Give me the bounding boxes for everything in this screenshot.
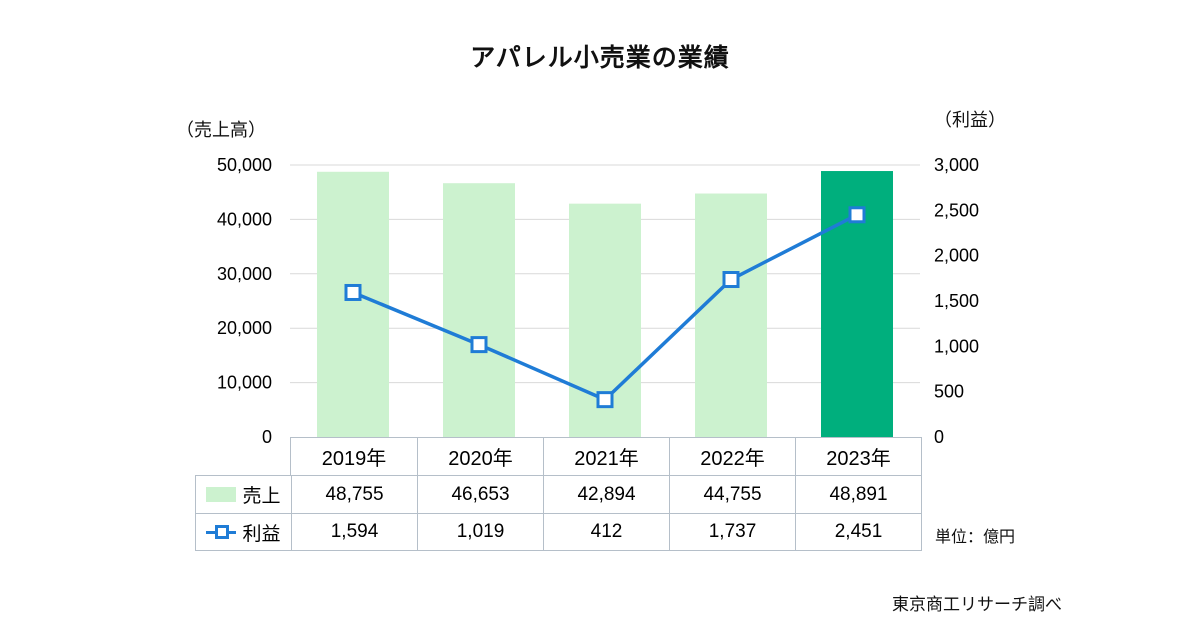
sales-value-2020: 46,653 — [417, 476, 543, 513]
category-header: 2023年 — [795, 438, 921, 475]
profit-value-2023: 2,451 — [795, 513, 921, 550]
category-header: 2019年 — [321, 448, 387, 470]
sales-legend-swatch-icon — [206, 487, 237, 502]
svg-text:50,000: 50,000 — [217, 155, 272, 175]
svg-text:40,000: 40,000 — [217, 209, 272, 229]
data-table-body: 売上 48,755 46,653 42,894 44,755 48,891 利益… — [195, 475, 922, 551]
profit-value-2021: 412 — [543, 513, 669, 550]
svg-text:1,500: 1,500 — [934, 291, 979, 311]
profit-value-2019: 1,594 — [291, 513, 417, 550]
svg-text:2,000: 2,000 — [934, 246, 979, 266]
profit-value-2020: 1,019 — [417, 513, 543, 550]
category-header: 2020年 — [417, 438, 543, 475]
sales-legend-cell: 売上 — [196, 476, 291, 513]
category-header: 2022年 — [669, 438, 795, 475]
unit-note: 単位：億円 — [935, 529, 1016, 546]
profit-legend-label: 利益 — [242, 523, 281, 545]
profit-legend-marker-icon — [206, 524, 237, 539]
svg-text:10,000: 10,000 — [217, 373, 272, 393]
sales-value-2022: 44,755 — [669, 476, 795, 513]
profit-value-2022: 1,737 — [669, 513, 795, 550]
right-axis-unit-label: （利益） — [934, 110, 1006, 130]
svg-text:0: 0 — [934, 427, 944, 447]
source-note: 東京商工リサーチ調べ — [892, 595, 1062, 614]
sales-value-2019: 48,755 — [291, 476, 417, 513]
sales-value-2021: 42,894 — [543, 476, 669, 513]
category-header-row: 2019年 2020年 2021年 2022年 2023年 — [290, 437, 922, 475]
chart-title: アパレル小売業の業績 — [470, 44, 730, 72]
sales-legend-label: 売上 — [242, 486, 281, 507]
svg-text:1,000: 1,000 — [934, 336, 979, 356]
svg-text:3,000: 3,000 — [934, 155, 979, 175]
profit-legend-cell: 利益 — [196, 513, 291, 550]
svg-text:2,500: 2,500 — [934, 200, 979, 220]
svg-text:500: 500 — [934, 382, 964, 402]
left-axis-unit-label: （売上高） — [176, 120, 266, 140]
category-header: 2021年 — [543, 438, 669, 475]
svg-text:30,000: 30,000 — [217, 264, 272, 284]
svg-text:20,000: 20,000 — [217, 318, 272, 338]
sales-value-2023: 48,891 — [795, 476, 921, 513]
svg-text:0: 0 — [262, 427, 272, 447]
